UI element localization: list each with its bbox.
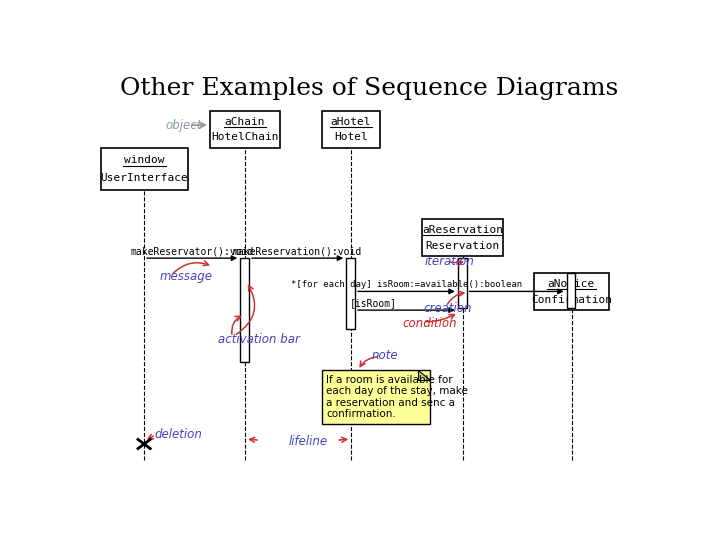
Bar — [210, 111, 279, 148]
Text: message: message — [160, 271, 212, 284]
Text: HotelChain: HotelChain — [211, 132, 279, 143]
Text: creation: creation — [423, 301, 472, 314]
Text: condition: condition — [402, 317, 457, 330]
Text: [isRoom]: [isRoom] — [350, 298, 397, 308]
Text: If a room is available for
each day of the stay, make
a reservation and senc a
c: If a room is available for each day of t… — [326, 375, 468, 420]
Text: *[for each day] isRoom:=available():boolean: *[for each day] isRoom:=available():bool… — [291, 280, 522, 289]
Text: UserInterface: UserInterface — [101, 173, 189, 183]
Text: aNotice: aNotice — [548, 279, 595, 289]
Text: Other Examples of Sequence Diagrams: Other Examples of Sequence Diagrams — [120, 77, 618, 100]
Bar — [322, 111, 380, 148]
Text: aReservation: aReservation — [422, 225, 503, 235]
Bar — [346, 258, 355, 329]
Bar — [458, 258, 467, 308]
Bar — [101, 148, 188, 190]
Text: iteration: iteration — [425, 254, 474, 267]
Bar — [240, 258, 249, 362]
Bar — [534, 273, 609, 310]
Text: note: note — [372, 349, 398, 362]
Polygon shape — [418, 370, 431, 380]
Text: Hotel: Hotel — [334, 132, 368, 143]
Text: lifeline: lifeline — [288, 435, 327, 448]
Text: Confirmation: Confirmation — [531, 295, 612, 305]
Text: deletion: deletion — [154, 428, 202, 441]
Text: makeReservation():void: makeReservation():void — [233, 246, 362, 256]
Text: window: window — [124, 156, 165, 165]
Bar — [567, 273, 575, 308]
Bar — [422, 219, 503, 256]
Text: aHotel: aHotel — [330, 117, 371, 127]
Text: aChain: aChain — [225, 117, 265, 127]
Text: object: object — [166, 119, 202, 132]
Text: makeReservator():void: makeReservator():void — [130, 246, 254, 256]
Text: activation bar: activation bar — [218, 333, 300, 346]
Bar — [322, 370, 431, 424]
Text: Reservation: Reservation — [426, 241, 500, 251]
